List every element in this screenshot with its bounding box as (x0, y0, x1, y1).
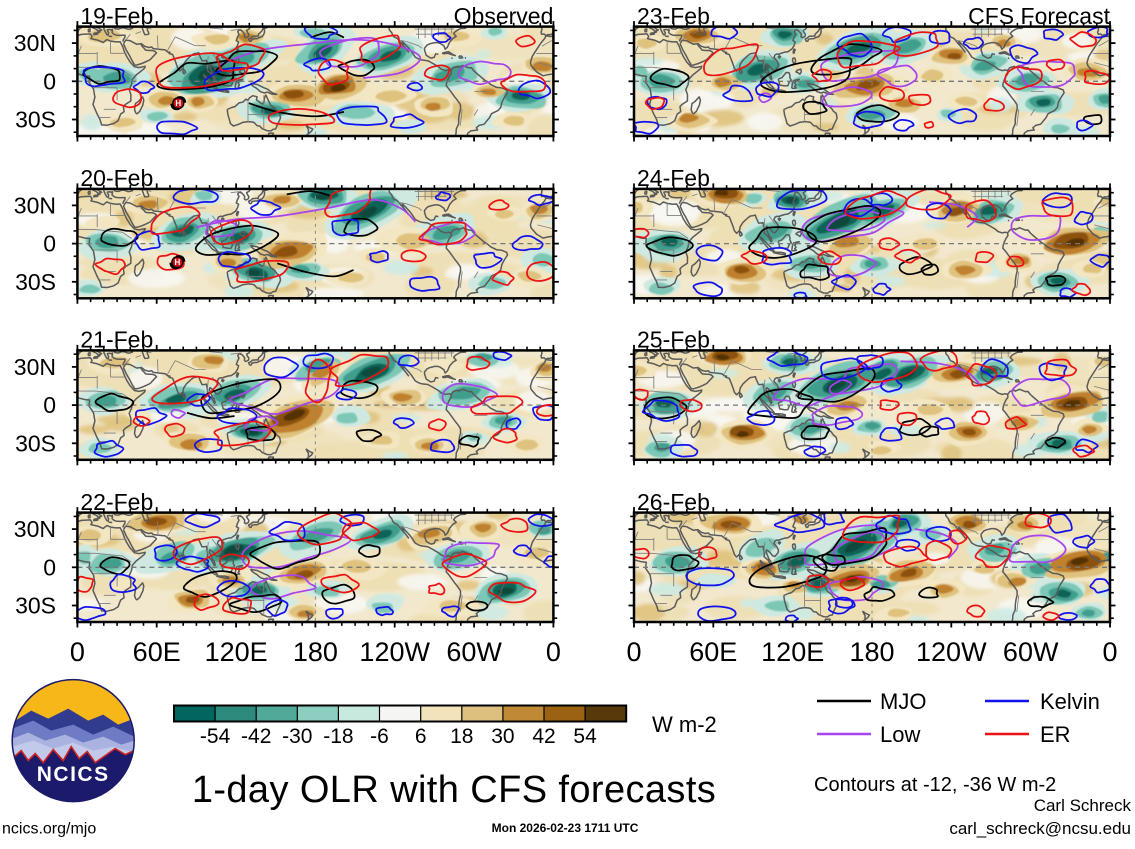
svg-text:H: H (175, 99, 181, 108)
svg-text:MJO: MJO (880, 689, 926, 714)
svg-text:30S: 30S (15, 593, 56, 619)
svg-text:Contours at -12, -36 W m-2: Contours at -12, -36 W m-2 (814, 774, 1056, 796)
svg-text:Low: Low (880, 722, 920, 747)
svg-text:carl_schreck@ncsu.edu: carl_schreck@ncsu.edu (949, 819, 1131, 838)
svg-text:30N: 30N (14, 192, 56, 218)
svg-text:30S: 30S (15, 107, 56, 133)
svg-text:CFS Forecast: CFS Forecast (968, 3, 1110, 29)
svg-text:NCICS: NCICS (37, 763, 110, 786)
svg-text:60E: 60E (133, 637, 181, 667)
svg-text:-30: -30 (282, 725, 312, 748)
svg-text:54: 54 (573, 725, 597, 748)
svg-text:60W: 60W (446, 637, 502, 667)
svg-text:120W: 120W (359, 637, 430, 667)
svg-text:60W: 60W (1003, 637, 1059, 667)
svg-text:26-Feb: 26-Feb (637, 489, 710, 515)
svg-text:Mon 2026-02-23 1711 UTC: Mon 2026-02-23 1711 UTC (492, 821, 639, 835)
svg-text:-18: -18 (323, 725, 353, 748)
svg-text:6: 6 (415, 725, 427, 748)
svg-text:23-Feb: 23-Feb (637, 3, 710, 29)
svg-text:-42: -42 (241, 725, 271, 748)
svg-text:120E: 120E (205, 637, 268, 667)
svg-text:ncics.org/mjo: ncics.org/mjo (2, 821, 96, 838)
svg-text:1-day OLR with CFS forecasts: 1-day OLR with CFS forecasts (192, 769, 716, 811)
svg-text:21-Feb: 21-Feb (80, 327, 153, 353)
svg-text:ER: ER (1040, 722, 1071, 747)
svg-text:180: 180 (293, 637, 338, 667)
svg-text:0: 0 (1102, 637, 1117, 667)
svg-text:0: 0 (626, 637, 641, 667)
svg-text:30N: 30N (14, 30, 56, 56)
svg-text:120E: 120E (761, 637, 824, 667)
svg-text:30: 30 (491, 725, 514, 748)
svg-text:30S: 30S (15, 430, 56, 456)
svg-text:-54: -54 (200, 725, 231, 748)
svg-text:18: 18 (450, 725, 473, 748)
svg-text:30N: 30N (14, 516, 56, 542)
svg-text:22-Feb: 22-Feb (80, 489, 153, 515)
svg-text:0: 0 (546, 637, 561, 667)
svg-text:60E: 60E (689, 637, 737, 667)
svg-text:0: 0 (43, 392, 56, 418)
svg-text:20-Feb: 20-Feb (80, 165, 153, 191)
svg-text:0: 0 (43, 231, 56, 257)
svg-text:24-Feb: 24-Feb (637, 165, 710, 191)
svg-text:0: 0 (43, 68, 56, 94)
svg-text:Kelvin: Kelvin (1040, 689, 1100, 714)
svg-text:H: H (175, 258, 181, 267)
svg-text:Carl Schreck: Carl Schreck (1034, 796, 1132, 815)
svg-text:30N: 30N (14, 354, 56, 380)
svg-text:Observed: Observed (454, 3, 554, 29)
svg-text:42: 42 (532, 725, 555, 748)
svg-text:120W: 120W (916, 637, 987, 667)
svg-text:25-Feb: 25-Feb (637, 327, 710, 353)
svg-text:19-Feb: 19-Feb (80, 3, 153, 29)
svg-text:0: 0 (43, 554, 56, 580)
svg-text:180: 180 (849, 637, 894, 667)
svg-text:-6: -6 (370, 725, 389, 748)
svg-text:W m-2: W m-2 (652, 712, 717, 737)
svg-text:30S: 30S (15, 269, 56, 295)
svg-text:0: 0 (70, 637, 85, 667)
